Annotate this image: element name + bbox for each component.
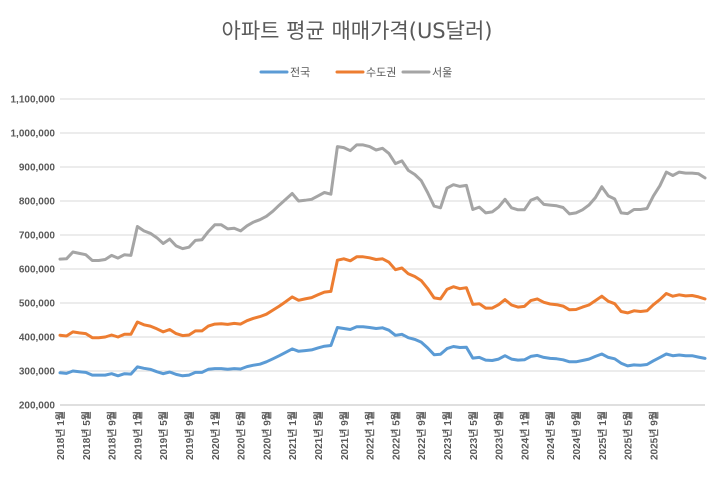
x-tick-label: 2024년 9월 — [570, 411, 583, 460]
x-tick-label: 2023년 5월 — [467, 411, 480, 460]
y-axis: 200,000 300,000 400,000 500,000 600,000 700,0… — [11, 95, 56, 412]
y-tick-label: 900,000 — [19, 163, 56, 174]
y-tick-label: 300,000 — [19, 367, 56, 378]
x-tick-label: 2018년 9월 — [106, 411, 119, 460]
x-tick-label: 2020년 9월 — [260, 411, 273, 460]
x-tick-label: 2018년 1월 — [54, 411, 67, 460]
chart-title: 아파트 평균 매매가격(US달러) — [222, 19, 493, 43]
x-tick-label: 2022년 1월 — [364, 411, 377, 460]
x-tick-label: 2020년 1월 — [209, 411, 222, 460]
x-tick-label: 2021년 9월 — [338, 411, 351, 460]
y-tick-label: 600,000 — [19, 265, 56, 276]
x-tick-label: 2025년 1월 — [596, 411, 609, 460]
x-tick-label: 2024년 1월 — [518, 411, 531, 460]
series-line-3 — [58, 143, 707, 262]
legend: 전국 수도권 서울 — [259, 66, 452, 79]
gridlines — [60, 98, 705, 406]
x-tick-label: 2025년 5월 — [622, 411, 635, 460]
x-axis: 2018년 1월 2018년 5월 2018년 9월 2019년 1월 2019년 5월… — [54, 411, 660, 460]
y-tick-label: 200,000 — [19, 401, 56, 412]
x-tick-label: 2024년 5월 — [544, 411, 557, 460]
x-tick-label: 2018년 5월 — [80, 411, 93, 460]
x-tick-label: 2019년 9월 — [183, 411, 196, 460]
y-tick-label: 1,000,000 — [11, 129, 56, 140]
x-tick-label: 2020년 5월 — [235, 411, 248, 460]
x-tick-label: 2019년 1월 — [131, 411, 144, 460]
legend-label: 수도권 — [366, 66, 396, 79]
legend-label: 전국 — [290, 66, 310, 79]
series-line-1 — [58, 325, 707, 378]
x-tick-label: 2019년 5월 — [157, 411, 170, 460]
series-line-2 — [58, 255, 707, 340]
x-tick-label: 2021년 5월 — [312, 411, 325, 460]
series-layer — [58, 143, 707, 378]
y-tick-label: 500,000 — [19, 299, 56, 310]
y-tick-label: 800,000 — [19, 197, 56, 208]
x-tick-label: 2022년 9월 — [415, 411, 428, 460]
y-tick-label: 1,100,000 — [11, 95, 56, 106]
y-tick-label: 700,000 — [19, 231, 56, 242]
legend-label: 서울 — [432, 66, 452, 79]
x-tick-label: 2022년 5월 — [389, 411, 402, 460]
x-tick-label: 2025년 9월 — [647, 411, 660, 460]
y-tick-label: 400,000 — [19, 333, 56, 344]
x-tick-label: 2023년 1월 — [441, 411, 454, 460]
x-tick-label: 2023년 9월 — [493, 411, 506, 460]
x-tick-label: 2021년 1월 — [286, 411, 299, 460]
